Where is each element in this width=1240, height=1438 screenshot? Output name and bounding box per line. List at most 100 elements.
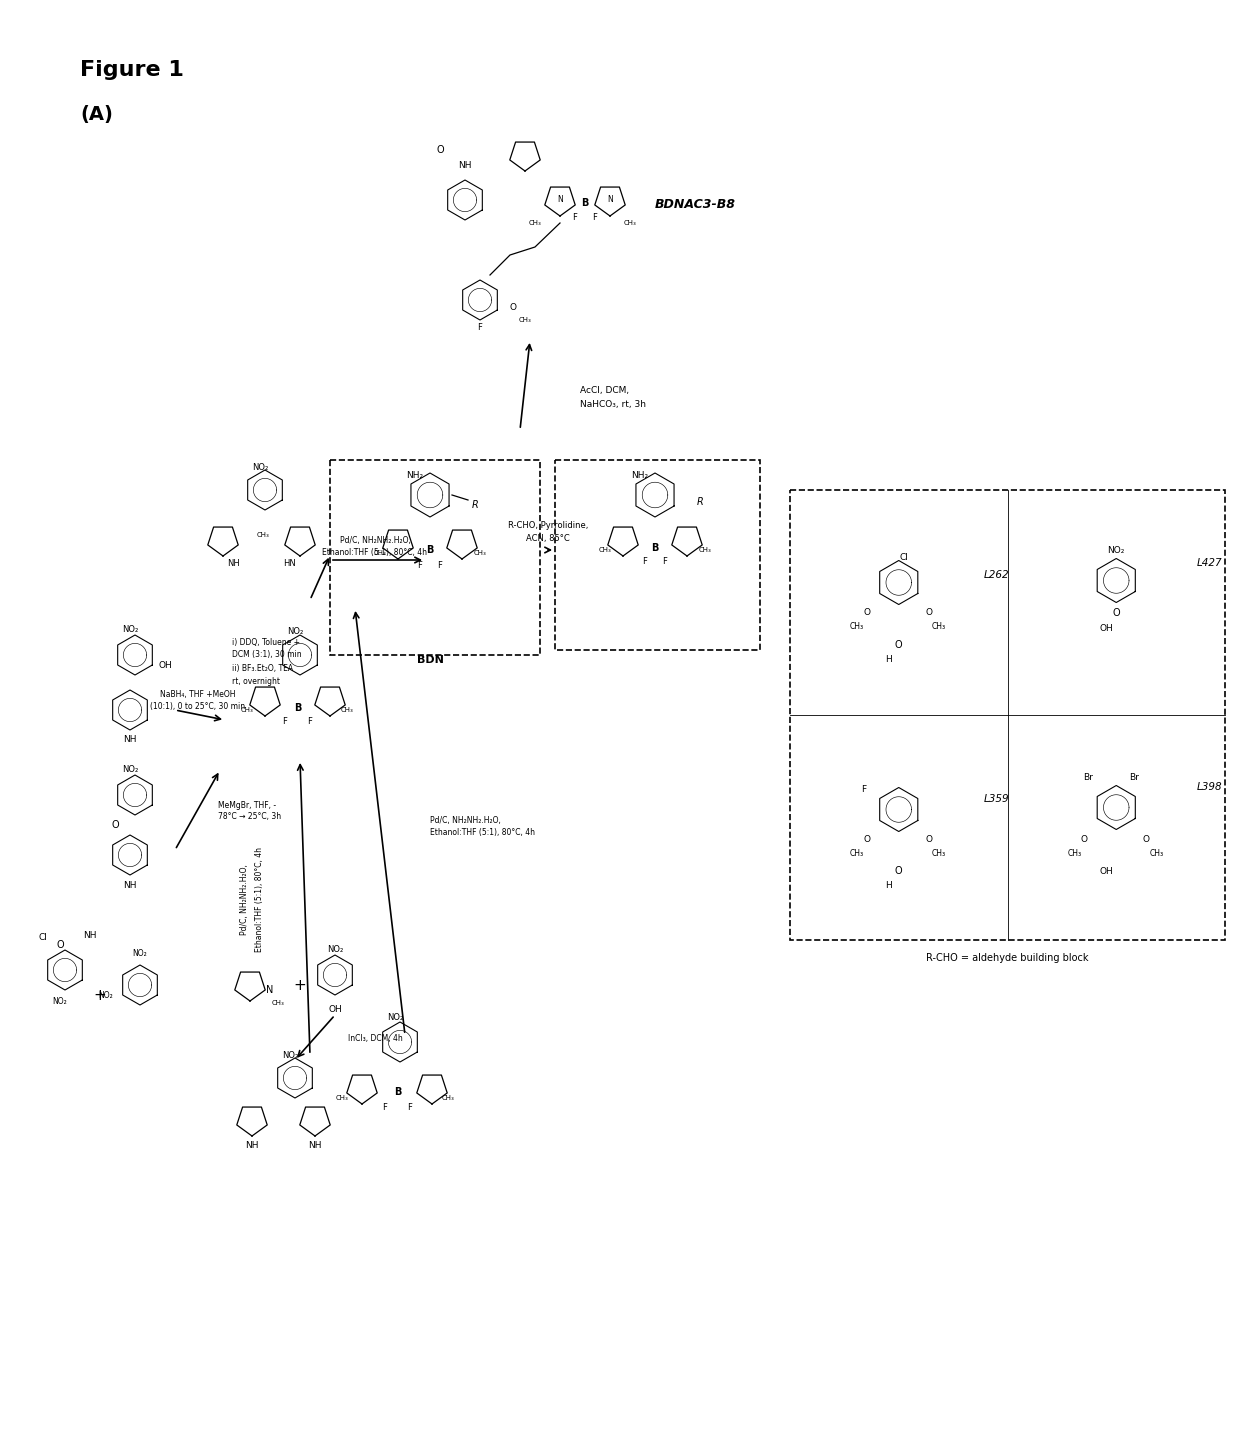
Text: CH₃: CH₃	[474, 549, 486, 557]
Text: L359: L359	[983, 795, 1009, 804]
Text: DCM (3:1), 30 min: DCM (3:1), 30 min	[232, 650, 301, 660]
Text: O: O	[436, 145, 444, 155]
Text: R-CHO = aldehyde building block: R-CHO = aldehyde building block	[926, 953, 1089, 963]
Text: B: B	[582, 198, 589, 209]
Text: CH₃: CH₃	[518, 316, 532, 324]
Text: AcCl, DCM,: AcCl, DCM,	[580, 385, 629, 394]
Text: NO₂: NO₂	[387, 1014, 403, 1022]
Text: i) DDQ, Toluene +: i) DDQ, Toluene +	[232, 637, 300, 647]
Text: NO₂: NO₂	[122, 765, 138, 775]
Text: O: O	[1112, 607, 1120, 617]
Text: F: F	[438, 561, 443, 569]
Text: +: +	[94, 988, 107, 1002]
Text: O: O	[1143, 835, 1149, 844]
Text: O: O	[1081, 835, 1087, 844]
Text: R-CHO, Pyrrolidine,: R-CHO, Pyrrolidine,	[508, 521, 588, 529]
Text: O: O	[112, 820, 119, 830]
Text: ACN, 85°C: ACN, 85°C	[526, 533, 570, 542]
Text: F: F	[418, 561, 423, 569]
Text: B: B	[394, 1087, 402, 1097]
Text: NH: NH	[83, 930, 97, 939]
Text: CH₃: CH₃	[257, 532, 269, 538]
Text: NaHCO₃, rt, 3h: NaHCO₃, rt, 3h	[580, 401, 646, 410]
Text: NH₂: NH₂	[631, 470, 649, 479]
Text: H: H	[885, 881, 892, 890]
Text: F: F	[383, 1103, 387, 1113]
Text: O: O	[510, 302, 517, 312]
Text: +: +	[294, 978, 306, 992]
Text: R: R	[471, 500, 479, 510]
Text: L398: L398	[1197, 782, 1221, 792]
Text: B: B	[427, 545, 434, 555]
Text: O: O	[925, 835, 932, 844]
Text: Pd/C, NH₂NH₂.H₂O,: Pd/C, NH₂NH₂.H₂O,	[340, 535, 410, 545]
Text: Cl: Cl	[899, 554, 908, 562]
Text: NH: NH	[309, 1140, 321, 1149]
Text: F: F	[308, 718, 312, 726]
Text: rt, overnight: rt, overnight	[232, 676, 280, 686]
Bar	[556, 460, 760, 650]
Text: CH₃: CH₃	[336, 1094, 348, 1102]
Text: CH₃: CH₃	[1149, 848, 1163, 858]
Text: CH₃: CH₃	[373, 549, 387, 557]
Text: (10:1), 0 to 25°C, 30 min: (10:1), 0 to 25°C, 30 min	[150, 703, 246, 712]
Text: NO₂: NO₂	[286, 627, 303, 637]
Text: F: F	[408, 1103, 413, 1113]
Text: NO₂: NO₂	[133, 949, 148, 958]
Text: L427: L427	[1197, 558, 1221, 568]
Text: ii) BF₃.Et₂O, TEA: ii) BF₃.Et₂O, TEA	[232, 663, 293, 673]
Text: NO₂: NO₂	[99, 991, 113, 999]
Text: CH₃: CH₃	[1068, 848, 1081, 858]
Text: NaBH₄, THF +MeOH: NaBH₄, THF +MeOH	[160, 690, 236, 699]
Text: CH₃: CH₃	[599, 546, 611, 554]
Text: 78°C → 25°C, 3h: 78°C → 25°C, 3h	[218, 812, 281, 821]
Text: OH: OH	[1100, 624, 1114, 633]
Text: B: B	[294, 703, 301, 713]
Text: CH₃: CH₃	[272, 999, 284, 1007]
Text: O: O	[895, 640, 903, 650]
Text: O: O	[863, 835, 870, 844]
Text: O: O	[895, 867, 903, 877]
Text: F: F	[593, 213, 598, 221]
Text: O: O	[925, 608, 932, 617]
Bar	[790, 490, 1225, 940]
Text: F: F	[862, 785, 867, 794]
Text: Pd/C, NH₂NH₂.H₂O,: Pd/C, NH₂NH₂.H₂O,	[241, 864, 249, 936]
Text: NO₂: NO₂	[122, 626, 138, 634]
Text: Pd/C, NH₂NH₂.H₂O,: Pd/C, NH₂NH₂.H₂O,	[430, 815, 501, 824]
Text: NH: NH	[246, 1140, 259, 1149]
Text: NH₂: NH₂	[407, 470, 424, 479]
Text: Ethanol:THF (5:1), 80°C, 4h: Ethanol:THF (5:1), 80°C, 4h	[322, 548, 428, 557]
Text: CH₃: CH₃	[849, 623, 864, 631]
Text: CH₃: CH₃	[528, 220, 542, 226]
Text: F: F	[477, 322, 482, 332]
Text: NO₂: NO₂	[281, 1051, 298, 1060]
Text: CH₃: CH₃	[241, 707, 253, 713]
Text: Ethanol:THF (5:1), 80°C, 4h: Ethanol:THF (5:1), 80°C, 4h	[430, 828, 534, 837]
Text: Br: Br	[1130, 774, 1140, 782]
Text: O: O	[56, 940, 63, 951]
Text: F: F	[642, 558, 647, 567]
Text: NH: NH	[123, 880, 136, 890]
Text: N: N	[267, 985, 274, 995]
Text: NH: NH	[123, 735, 136, 745]
Text: Ethanol:THF (5:1), 80°C, 4h: Ethanol:THF (5:1), 80°C, 4h	[255, 847, 264, 952]
Bar	[330, 460, 539, 654]
Text: F: F	[662, 558, 667, 567]
Text: OH: OH	[159, 660, 172, 670]
Text: Cl: Cl	[38, 933, 47, 942]
Text: OH: OH	[329, 1005, 342, 1014]
Text: Br: Br	[1084, 774, 1094, 782]
Text: HN: HN	[284, 558, 296, 568]
Text: CH₃: CH₃	[441, 1094, 454, 1102]
Text: NH: NH	[227, 558, 239, 568]
Text: NO₂: NO₂	[327, 946, 343, 955]
Text: InCl₃, DCM, 4h: InCl₃, DCM, 4h	[348, 1034, 403, 1043]
Text: CH₃: CH₃	[931, 848, 946, 858]
Text: BDNAC3-B8: BDNAC3-B8	[655, 198, 737, 211]
Text: CH₃: CH₃	[341, 707, 353, 713]
Text: CH₃: CH₃	[698, 546, 712, 554]
Text: CH₃: CH₃	[849, 848, 864, 858]
Text: NO₂: NO₂	[1107, 546, 1125, 555]
Text: CH₃: CH₃	[624, 220, 636, 226]
